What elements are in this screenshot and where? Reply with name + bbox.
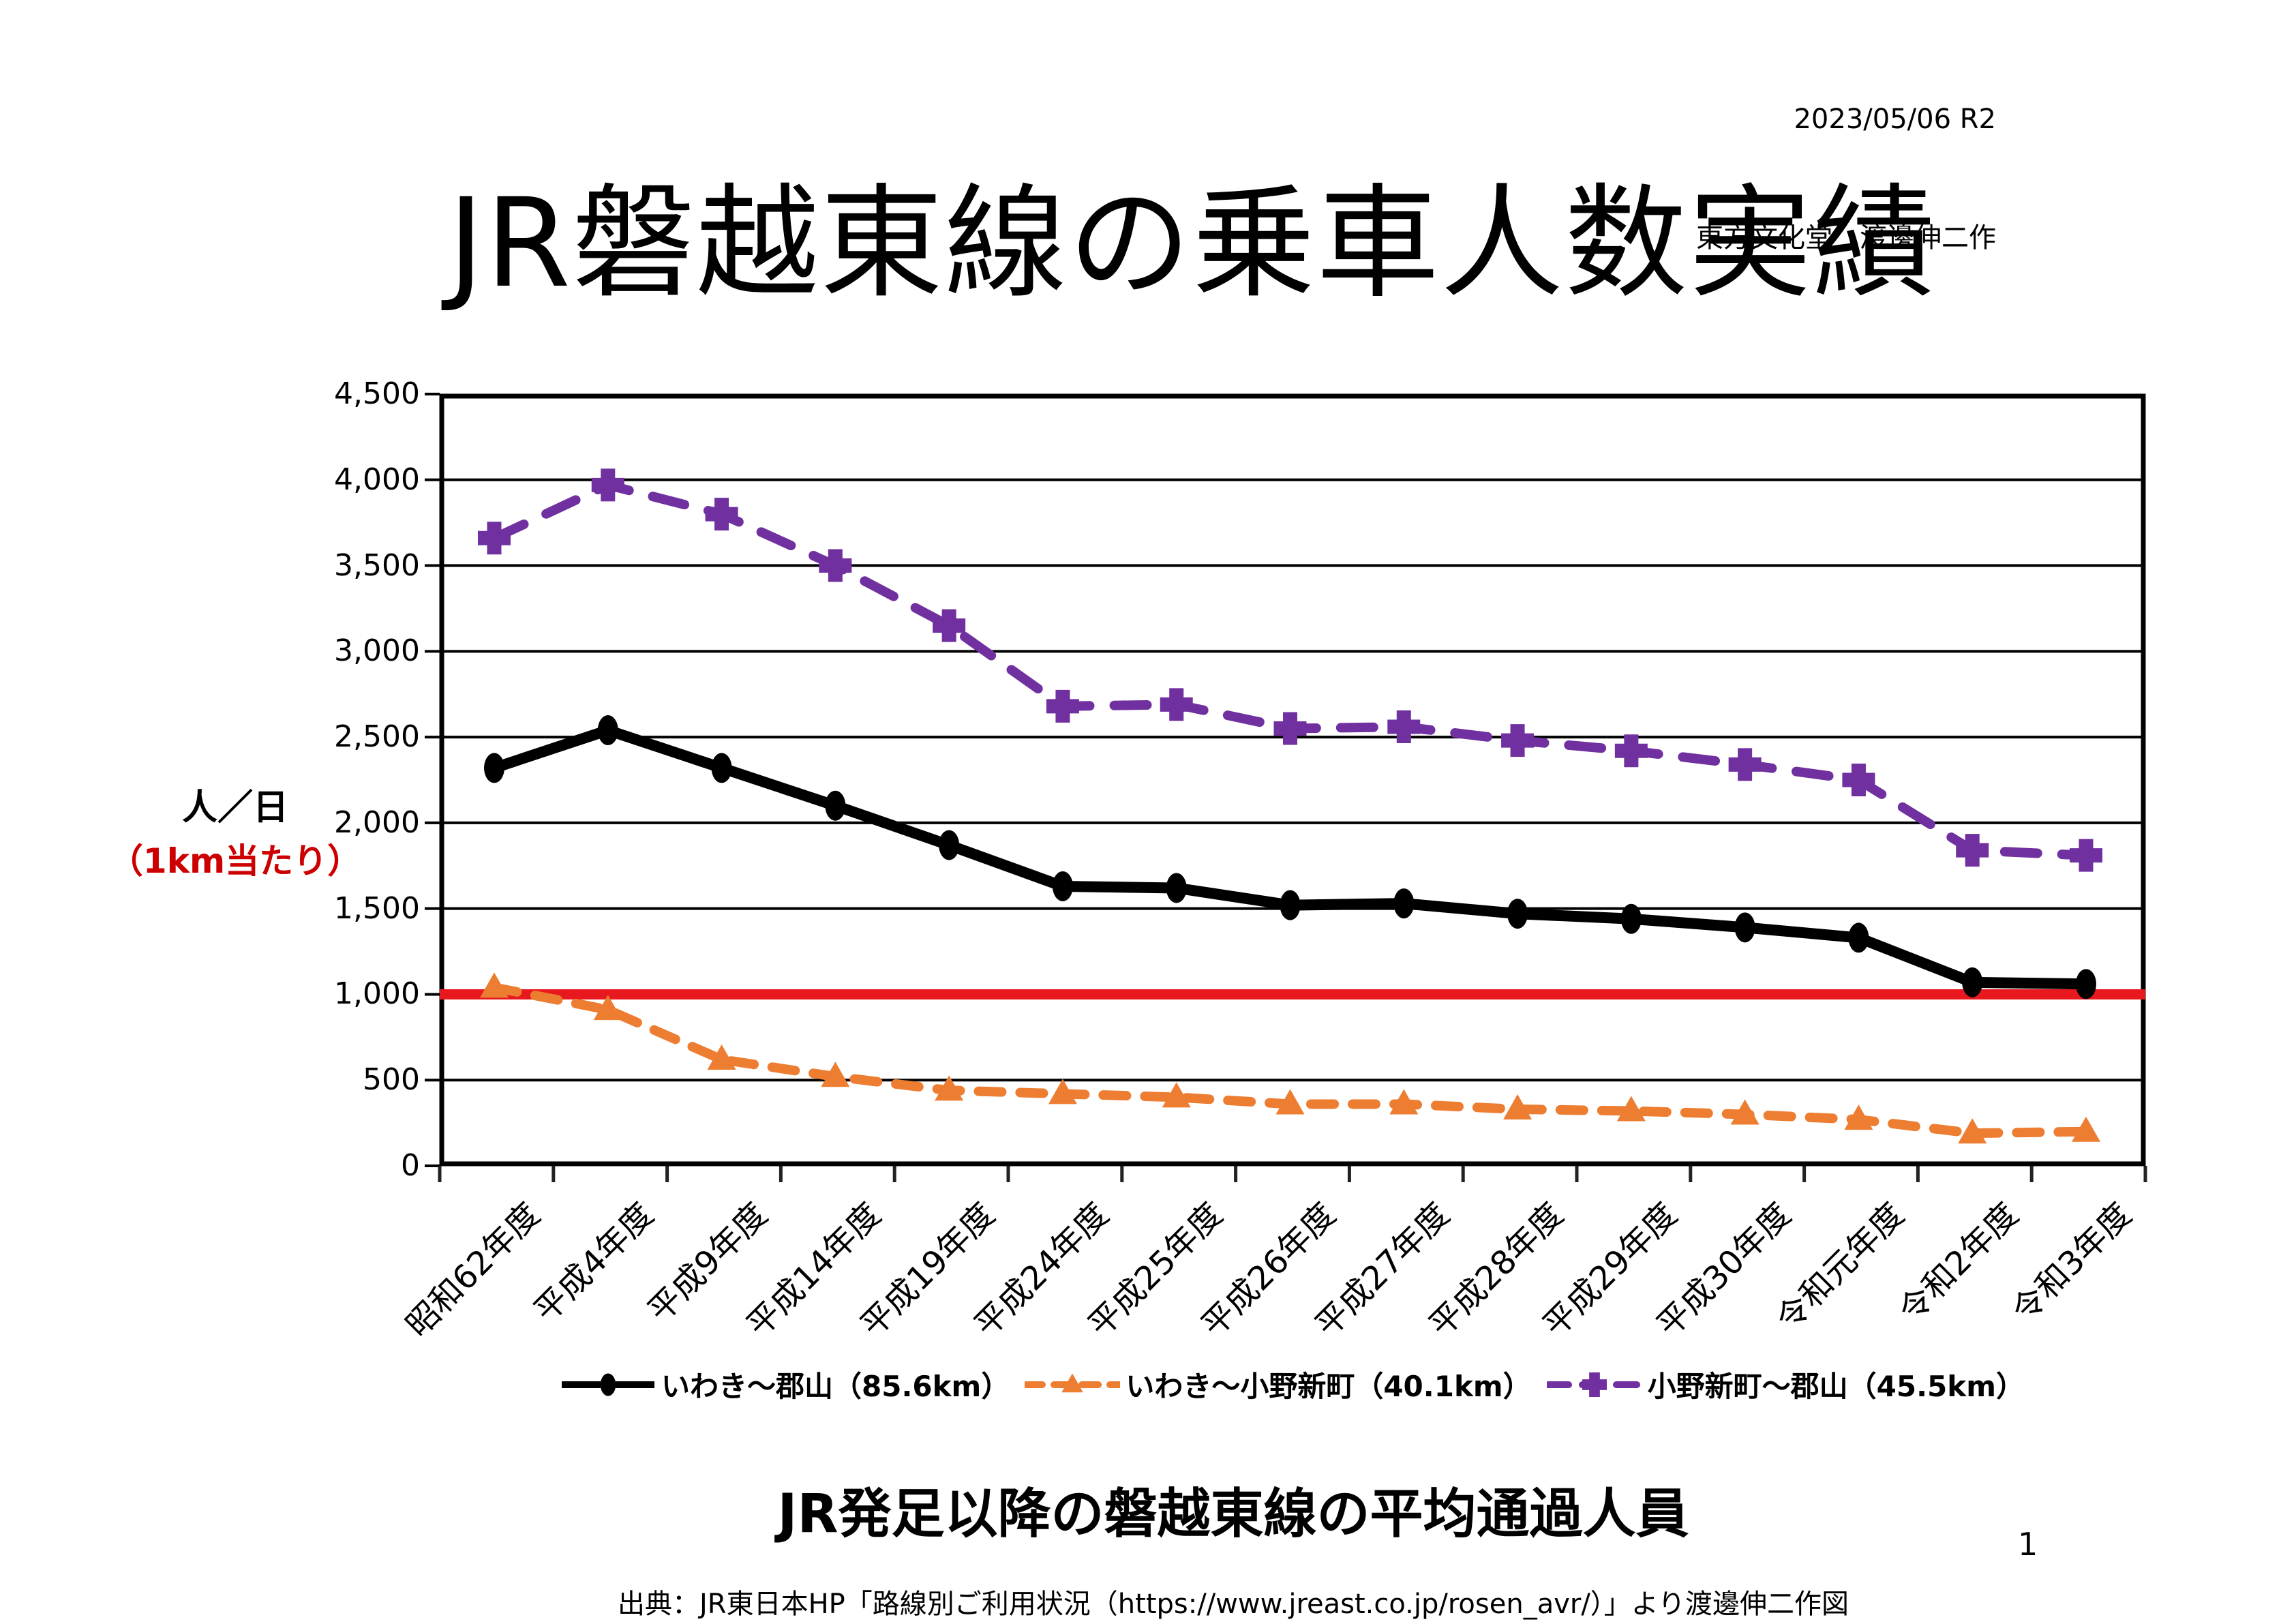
line-chart	[425, 393, 2147, 1182]
data-point-marker	[478, 522, 511, 555]
data-point-marker	[597, 715, 618, 746]
data-point-marker	[1275, 1089, 1305, 1115]
header-credit: 東方文化堂 渡邊伸二作	[1696, 222, 1996, 254]
legend-label: いわき～小野新町（40.1km）	[1126, 1370, 1532, 1403]
series-line	[489, 480, 2091, 860]
data-point-marker	[1956, 834, 1989, 867]
legend-label: いわき～郡山（85.6km）	[661, 1370, 1010, 1403]
data-point-marker	[1046, 689, 1079, 723]
data-point-marker	[1582, 1372, 1607, 1397]
data-point-marker	[2072, 1116, 2100, 1142]
y-axis-tick-label: 0	[401, 1148, 420, 1183]
data-point-marker	[1962, 967, 1983, 997]
data-point-marker	[1061, 1373, 1084, 1392]
data-point-marker	[1848, 922, 1869, 953]
data-point-marker	[1734, 912, 1755, 943]
y-axis-tick-label: 1,500	[334, 890, 420, 926]
data-point-marker	[821, 1062, 850, 1087]
data-point-marker	[593, 995, 622, 1021]
y-axis-tick-label: 3,000	[334, 633, 420, 669]
y-axis-tick-label: 4,500	[334, 376, 420, 411]
source-citation: 出典：JR東日本HP「路線別ご利用状況（https://www.jreast.c…	[618, 1589, 1849, 1620]
y-axis-tick-label: 500	[363, 1062, 420, 1098]
data-point-marker	[600, 1373, 616, 1396]
plus-legend-marker-icon	[1546, 1372, 1642, 1397]
data-point-marker	[935, 1075, 964, 1101]
data-point-marker	[705, 498, 738, 531]
y-axis-unit-main: 人／日	[181, 787, 288, 828]
x-axis-tick-label: 平成4年度	[526, 1195, 661, 1330]
data-point-marker	[1273, 712, 1307, 745]
data-point-marker	[1616, 1096, 1646, 1122]
legend-label: 小野新町～郡山（45.5km）	[1647, 1370, 2025, 1403]
data-point-marker	[1052, 871, 1073, 901]
legend-item: いわき～郡山（85.6km）	[560, 1364, 1010, 1405]
data-point-marker	[1844, 1104, 1873, 1130]
data-point-marker	[1507, 899, 1528, 929]
data-point-marker	[1958, 1118, 1987, 1144]
data-point-marker	[933, 609, 966, 642]
legend-item: いわき～小野新町（40.1km）	[1025, 1364, 1532, 1405]
data-point-marker	[1728, 748, 1762, 781]
data-point-marker	[1730, 1099, 1759, 1125]
y-axis-tick-label: 1,000	[334, 976, 420, 1012]
chart-caption: JR発足以降の磐越東線の平均通過人員	[777, 1484, 1689, 1545]
data-point-marker	[1162, 1082, 1191, 1108]
legend-item: 小野新町～郡山（45.5km）	[1546, 1364, 2025, 1405]
data-point-marker	[1389, 1089, 1419, 1115]
page-title: JR磐越東線の乗車人数実績	[447, 172, 1937, 315]
data-point-marker	[1166, 873, 1187, 903]
data-point-marker	[2070, 839, 2102, 872]
y-axis-unit-label: 人／日 （1km当たり）	[99, 779, 372, 883]
header-block: 2023/05/06 R2 東方文化堂 渡邊伸二作	[1696, 20, 1996, 337]
series-line	[492, 725, 2087, 990]
x-axis-tick-label: 令和2年度	[1891, 1195, 2026, 1330]
x-axis-tick-label: 令和3年度	[2005, 1195, 2140, 1330]
data-point-marker	[1280, 890, 1301, 920]
data-point-marker	[819, 549, 852, 582]
x-axis-tick-label: 昭和62年度	[398, 1195, 548, 1345]
data-point-marker	[591, 468, 624, 502]
data-point-marker	[1160, 688, 1193, 721]
y-axis-tick-label: 4,000	[334, 462, 420, 497]
data-point-marker	[1503, 1094, 1532, 1119]
header-date: 2023/05/06 R2	[1794, 104, 1996, 135]
data-point-marker	[1387, 710, 1421, 744]
data-point-marker	[2076, 969, 2096, 999]
data-point-marker	[825, 790, 846, 821]
y-axis-unit-sub: （1km当たり）	[108, 841, 362, 881]
plot-frame	[439, 393, 2146, 1167]
data-point-marker	[484, 753, 504, 783]
data-point-marker	[1393, 888, 1415, 919]
data-point-marker	[1842, 764, 1875, 796]
data-point-marker	[1614, 734, 1648, 768]
data-point-marker	[939, 830, 960, 860]
y-axis-tick-label: 3,500	[334, 547, 420, 583]
circle-legend-marker-icon	[562, 1373, 654, 1396]
y-axis-tick-label: 2,000	[334, 805, 420, 840]
data-point-marker	[1501, 724, 1535, 757]
data-point-marker	[711, 753, 732, 783]
data-point-marker	[1048, 1079, 1077, 1104]
data-point-marker	[707, 1044, 736, 1070]
data-point-marker	[480, 972, 509, 998]
data-point-marker	[1620, 903, 1642, 934]
triangle-legend-marker-icon	[1025, 1373, 1121, 1392]
chart-legend: いわき～郡山（85.6km） いわき～小野新町（40.1km） 小野新町～郡山（45…	[440, 1364, 2145, 1405]
page-number: 1	[2018, 1526, 2038, 1563]
y-axis-tick-label: 2,500	[334, 719, 420, 755]
